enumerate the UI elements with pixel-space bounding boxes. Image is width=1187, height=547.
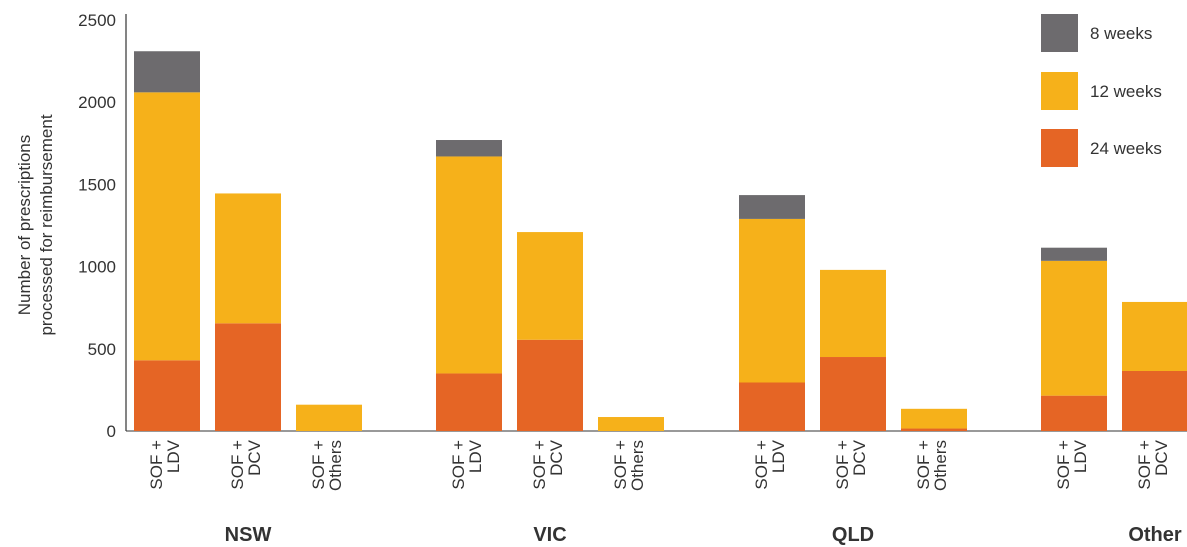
category-label-line: SOF + <box>611 440 630 490</box>
category-label-line: DCV <box>547 439 566 476</box>
group-label: VIC <box>533 524 566 546</box>
category-label-line: LDV <box>1071 439 1090 473</box>
bar-segment-12-weeks <box>296 404 362 431</box>
legend-swatch <box>1041 14 1078 52</box>
y-tick-label: 2500 <box>78 11 116 30</box>
legend-label: 12 weeks <box>1090 82 1162 101</box>
category-label-line: Others <box>628 440 647 491</box>
legend-swatch <box>1041 129 1078 167</box>
group-label: NSW <box>225 524 272 546</box>
y-axis-label-line: processed for reimbursement <box>37 114 56 335</box>
category-label-line: SOF + <box>1135 440 1154 490</box>
category-label-line: SOF + <box>752 440 771 490</box>
category-label-line: SOF + <box>228 440 247 490</box>
category-label-line: SOF + <box>309 440 328 490</box>
bar-segment-24-weeks <box>215 323 281 431</box>
category-label-line: DCV <box>850 439 869 476</box>
bar-segment-12-weeks <box>901 408 967 429</box>
bar-segment-12-weeks <box>436 156 502 374</box>
category-label-line: SOF + <box>530 440 549 490</box>
category-label-line: SOF + <box>147 440 166 490</box>
bar-segment-8-weeks <box>1041 247 1107 261</box>
bar-segment-24-weeks <box>436 373 502 431</box>
bar-segment-12-weeks <box>820 269 886 358</box>
category-label: SOF +DCV <box>1135 439 1171 489</box>
y-axis-label: Number of prescriptions processed for rei… <box>15 114 56 335</box>
category-label: SOF +LDV <box>752 439 788 489</box>
legend-label: 24 weeks <box>1090 139 1162 158</box>
bar-segment-12-weeks <box>134 92 200 361</box>
bar-segment-8-weeks <box>134 51 200 93</box>
bar-segment-24-weeks <box>517 339 583 431</box>
bar-segment-8-weeks <box>739 195 805 219</box>
category-label: SOF +DCV <box>530 439 566 489</box>
category-label-line: SOF + <box>833 440 852 490</box>
y-axis-label-line: Number of prescriptions <box>15 135 34 315</box>
group-label: QLD <box>832 524 874 546</box>
category-label-line: Others <box>931 440 950 491</box>
bar-segment-12-weeks <box>1041 260 1107 396</box>
y-tick-label: 2000 <box>78 93 116 112</box>
bar-segment-12-weeks <box>739 218 805 383</box>
category-label-line: LDV <box>164 439 183 473</box>
category-label: SOF +LDV <box>1054 439 1090 489</box>
category-label: SOF +DCV <box>228 439 264 489</box>
category-label: SOF +LDV <box>449 439 485 489</box>
legend-swatch <box>1041 72 1078 110</box>
y-tick-label: 500 <box>88 340 116 359</box>
bar-segment-12-weeks <box>215 193 281 324</box>
category-label-line: LDV <box>466 439 485 473</box>
bar-segment-12-weeks <box>517 232 583 340</box>
bar-segment-24-weeks <box>1041 395 1107 431</box>
bar-segment-24-weeks <box>1122 370 1187 431</box>
bar-segment-24-weeks <box>901 428 967 431</box>
bar-segment-12-weeks <box>598 417 664 431</box>
category-label-line: SOF + <box>449 440 468 490</box>
bar-segment-24-weeks <box>820 357 886 431</box>
category-label: SOF +DCV <box>833 439 869 489</box>
category-label-line: Others <box>326 440 345 491</box>
group-label: Other <box>1128 524 1182 546</box>
category-label-line: SOF + <box>1054 440 1073 490</box>
bar-segment-24-weeks <box>134 360 200 431</box>
bar-segment-8-weeks <box>436 140 502 157</box>
category-label-line: DCV <box>245 439 264 476</box>
category-label: SOF +Others <box>914 440 950 491</box>
y-tick-label: 1500 <box>78 175 116 194</box>
category-label: SOF +LDV <box>147 439 183 489</box>
category-label: SOF +Others <box>611 440 647 491</box>
legend-label: 8 weeks <box>1090 24 1152 43</box>
category-label-line: LDV <box>769 439 788 473</box>
category-label-line: SOF + <box>914 440 933 490</box>
y-tick-label: 0 <box>107 422 116 441</box>
category-label: SOF +Others <box>309 440 345 491</box>
category-label-line: DCV <box>1152 439 1171 476</box>
y-tick-label: 1000 <box>78 258 116 277</box>
bar-segment-24-weeks <box>739 382 805 431</box>
bar-segment-12-weeks <box>1122 301 1187 371</box>
